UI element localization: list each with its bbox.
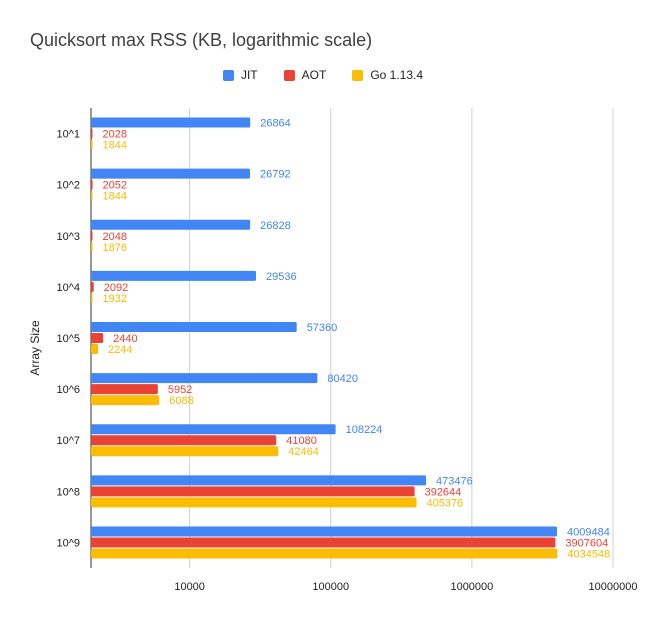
legend-swatch-jit [222,69,234,81]
data-label-jit-1: 26792 [260,169,291,181]
bar-aot-6 [91,435,277,446]
bar-aot-5 [91,384,158,395]
data-label-aot-1: 2052 [103,180,127,192]
category-label-5: 10^6 [56,384,80,396]
bar-jit-3 [91,270,257,281]
category-label-4: 10^5 [56,333,80,345]
bar-jit-8 [91,526,557,537]
bar-aot-7 [91,486,415,497]
data-label-aot-0: 2028 [103,129,127,141]
x-tick-label-3: 10000000 [589,581,638,593]
bar-go-1-13-4-1 [91,190,93,201]
bar-jit-1 [91,168,251,179]
legend: JIT AOT Go 1.13.4 [0,68,646,82]
data-label-go-1-13-4-2: 1876 [103,242,127,254]
bar-go-1-13-4-4 [91,344,99,354]
data-label-jit-0: 26864 [260,118,291,130]
bar-go-1-13-4-0 [91,139,93,150]
legend-swatch-aot [283,69,295,81]
bar-jit-7 [91,475,427,486]
bar-aot-4 [91,333,104,343]
data-label-go-1-13-4-5: 6088 [169,395,193,407]
data-label-aot-8: 3907604 [565,537,608,549]
bar-aot-8 [91,537,556,548]
data-label-jit-4: 57360 [307,322,338,334]
data-label-go-1-13-4-1: 1844 [103,191,127,203]
data-label-go-1-13-4-6: 42464 [288,446,319,458]
legend-label-go: Go 1.13.4 [370,68,424,82]
bar-aot-3 [91,281,94,292]
bar-jit-4 [91,322,297,332]
category-label-2: 10^3 [56,231,80,243]
data-label-jit-6: 108224 [346,424,383,436]
data-label-jit-2: 26828 [260,220,291,232]
bar-aot-2 [91,230,93,241]
legend-item-jit[interactable]: JIT [222,68,258,82]
data-label-jit-3: 29536 [266,271,297,283]
data-label-go-1-13-4-0: 1844 [103,140,127,152]
bar-go-1-13-4-5 [91,395,160,406]
data-label-go-1-13-4-3: 1932 [103,293,127,305]
category-label-1: 10^2 [56,180,80,192]
bar-jit-0 [91,117,251,128]
bar-go-1-13-4-2 [91,241,93,252]
bar-go-1-13-4-8 [91,548,558,559]
x-tick-label-1: 100000 [312,581,349,593]
legend-swatch-go [352,69,364,81]
data-label-jit-8: 4009484 [567,526,610,538]
bar-aot-0 [91,128,93,139]
category-label-7: 10^8 [56,486,80,498]
legend-item-go[interactable]: Go 1.13.4 [352,68,423,82]
bar-aot-1 [91,179,93,190]
data-label-jit-7: 473476 [436,475,473,487]
bar-go-1-13-4-3 [91,292,93,303]
chart-title: Quicksort max RSS (KB, logarithmic scale… [30,30,373,50]
data-label-aot-2: 2048 [103,231,127,243]
legend-label-aot: AOT [301,68,327,82]
data-label-aot-3: 2092 [104,282,128,294]
data-label-aot-6: 41080 [286,435,317,447]
bar-jit-5 [91,373,318,384]
data-label-aot-4: 2440 [113,333,137,345]
category-label-6: 10^7 [56,435,80,447]
data-label-aot-5: 5952 [168,384,192,396]
data-label-go-1-13-4-4: 2244 [108,344,132,356]
legend-label-jit: JIT [240,68,258,82]
x-tick-label-2: 1000000 [450,581,493,593]
bar-jit-2 [91,219,251,230]
data-label-aot-7: 392644 [425,486,462,498]
data-label-jit-5: 80420 [327,373,358,385]
category-label-8: 10^9 [56,537,80,549]
category-label-3: 10^4 [56,282,80,294]
data-label-go-1-13-4-8: 4034548 [567,548,610,560]
bar-go-1-13-4-6 [91,446,279,457]
x-tick-label-0: 10000 [174,581,205,593]
legend-item-aot[interactable]: AOT [283,68,327,82]
bar-go-1-13-4-7 [91,497,417,508]
category-label-0: 10^1 [56,129,80,141]
bar-jit-6 [91,424,336,435]
data-label-go-1-13-4-7: 405376 [427,497,464,509]
